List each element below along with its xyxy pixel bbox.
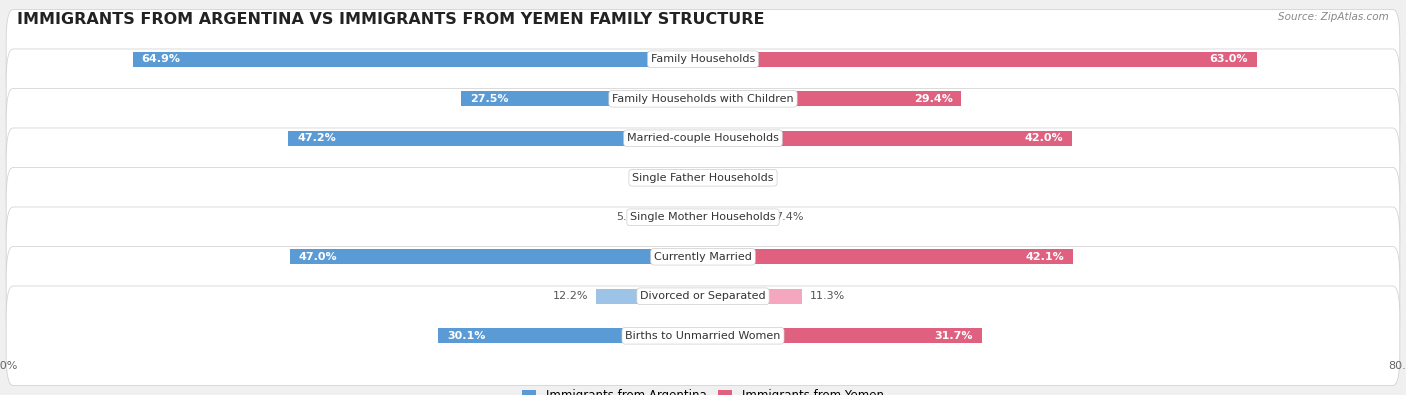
Text: Divorced or Separated: Divorced or Separated: [640, 291, 766, 301]
Text: 47.0%: 47.0%: [299, 252, 337, 262]
Text: Single Mother Households: Single Mother Households: [630, 212, 776, 222]
Text: 64.9%: 64.9%: [142, 54, 180, 64]
Text: 42.1%: 42.1%: [1025, 252, 1064, 262]
Text: 7.4%: 7.4%: [775, 212, 804, 222]
Bar: [439, 328, 703, 343]
FancyBboxPatch shape: [6, 286, 1400, 386]
FancyBboxPatch shape: [6, 207, 1400, 307]
FancyBboxPatch shape: [6, 128, 1400, 228]
Text: Family Households with Children: Family Households with Children: [612, 94, 794, 104]
FancyBboxPatch shape: [6, 88, 1400, 188]
Text: Births to Unmarried Women: Births to Unmarried Women: [626, 331, 780, 341]
Text: Family Households: Family Households: [651, 54, 755, 64]
Text: Married-couple Households: Married-couple Households: [627, 133, 779, 143]
Bar: [703, 289, 803, 304]
Bar: [461, 91, 703, 106]
Bar: [703, 91, 962, 106]
Text: 27.5%: 27.5%: [470, 94, 509, 104]
Bar: [132, 52, 703, 67]
Bar: [596, 289, 703, 304]
Text: 2.2%: 2.2%: [730, 173, 758, 183]
Text: 30.1%: 30.1%: [447, 331, 485, 341]
Bar: [703, 131, 1073, 146]
Text: 5.9%: 5.9%: [616, 212, 644, 222]
Text: Currently Married: Currently Married: [654, 252, 752, 262]
Text: Source: ZipAtlas.com: Source: ZipAtlas.com: [1278, 12, 1389, 22]
Bar: [703, 328, 981, 343]
FancyBboxPatch shape: [6, 167, 1400, 267]
Text: IMMIGRANTS FROM ARGENTINA VS IMMIGRANTS FROM YEMEN FAMILY STRUCTURE: IMMIGRANTS FROM ARGENTINA VS IMMIGRANTS …: [17, 12, 765, 27]
Bar: [703, 52, 1257, 67]
Text: 63.0%: 63.0%: [1209, 54, 1249, 64]
FancyBboxPatch shape: [6, 9, 1400, 109]
FancyBboxPatch shape: [6, 246, 1400, 346]
Text: 29.4%: 29.4%: [914, 94, 953, 104]
Legend: Immigrants from Argentina, Immigrants from Yemen: Immigrants from Argentina, Immigrants fr…: [517, 384, 889, 395]
Bar: [703, 210, 768, 225]
FancyBboxPatch shape: [6, 49, 1400, 149]
Text: 12.2%: 12.2%: [554, 291, 589, 301]
Text: 42.0%: 42.0%: [1025, 133, 1063, 143]
Bar: [703, 170, 723, 185]
Text: 31.7%: 31.7%: [934, 331, 973, 341]
Text: 47.2%: 47.2%: [297, 133, 336, 143]
Text: Single Father Households: Single Father Households: [633, 173, 773, 183]
Text: 2.2%: 2.2%: [648, 173, 676, 183]
Bar: [290, 249, 703, 264]
Text: 11.3%: 11.3%: [810, 291, 845, 301]
Bar: [651, 210, 703, 225]
Bar: [703, 249, 1073, 264]
Bar: [683, 170, 703, 185]
Bar: [288, 131, 703, 146]
